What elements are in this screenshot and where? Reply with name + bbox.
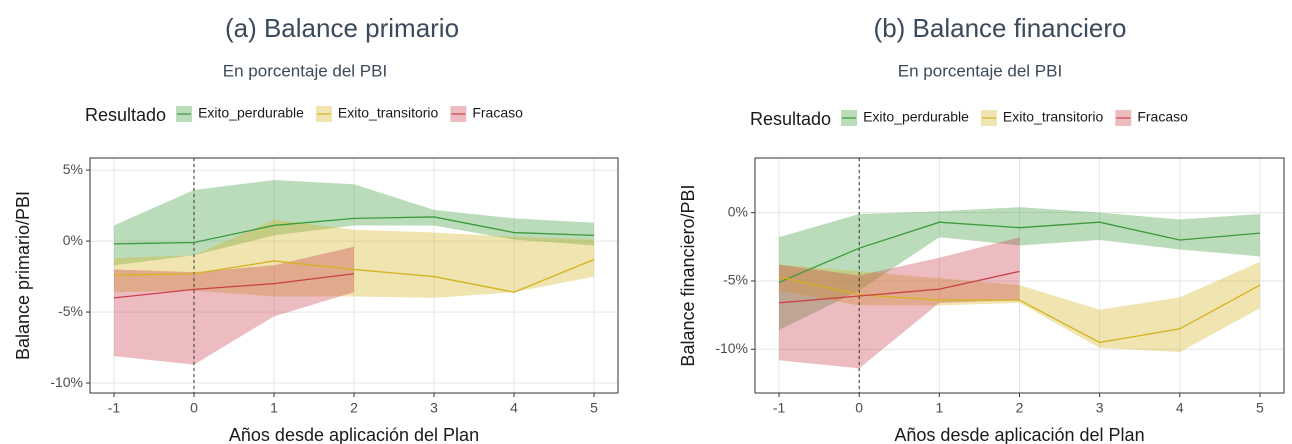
y-tick-label: 5% [63, 161, 83, 177]
series-line [778, 221, 1261, 283]
x-tick-label: 3 [430, 400, 438, 416]
x-tick-label: 1 [935, 400, 943, 416]
legend-label: Fracaso [472, 105, 523, 121]
y-tick-label: -5% [58, 303, 83, 319]
x-tick-label: 2 [350, 400, 358, 416]
confidence-band [114, 246, 354, 365]
series-line [778, 270, 1020, 304]
legend-title: Resultado [750, 109, 831, 129]
confidence-band [779, 237, 1020, 369]
x-tick-label: 0 [855, 400, 863, 416]
x-axis-label: Años desde aplicación del Plan [229, 425, 479, 444]
legend-label: Exito_transitorio [338, 105, 439, 121]
x-tick-label: 4 [510, 400, 518, 416]
confidence-band [114, 180, 594, 266]
y-axis-label: Balance financiero/PBI [678, 184, 698, 366]
x-tick-label: 5 [590, 400, 598, 416]
confidence-band [779, 261, 1260, 353]
chart-subtitle: En porcentaje del PBI [223, 61, 387, 80]
legend-label: Exito_perdurable [863, 109, 969, 125]
y-tick-label: -5% [723, 272, 748, 288]
legend-label: Exito_perdurable [198, 105, 304, 121]
x-tick-label: 1 [270, 400, 278, 416]
chart-title: (a) Balance primario [225, 13, 459, 43]
confidence-band [114, 219, 594, 298]
series-line [113, 273, 355, 299]
y-axis-label: Balance primario/PBI [13, 191, 33, 360]
x-tick-label: 5 [1256, 400, 1264, 416]
x-tick-label: 2 [1016, 400, 1024, 416]
chart-title: (b) Balance financiero [874, 13, 1127, 43]
x-tick-label: -1 [773, 400, 786, 416]
legend-title: Resultado [85, 105, 166, 125]
x-tick-label: 4 [1176, 400, 1184, 416]
legend-label: Exito_transitorio [1003, 109, 1104, 125]
x-tick-label: -1 [108, 400, 121, 416]
y-tick-label: -10% [50, 374, 83, 390]
legend-label: Fracaso [1137, 109, 1188, 125]
series-line [778, 276, 1261, 344]
series-line [113, 216, 595, 245]
x-tick-label: 0 [190, 400, 198, 416]
y-tick-label: 0% [728, 203, 748, 219]
confidence-band [779, 207, 1260, 331]
x-axis-label: Años desde aplicación del Plan [894, 425, 1144, 444]
chart-subtitle: En porcentaje del PBI [898, 61, 1062, 80]
x-tick-label: 3 [1096, 400, 1104, 416]
y-tick-label: 0% [63, 232, 83, 248]
series-line [113, 258, 595, 293]
y-tick-label: -10% [715, 340, 748, 356]
